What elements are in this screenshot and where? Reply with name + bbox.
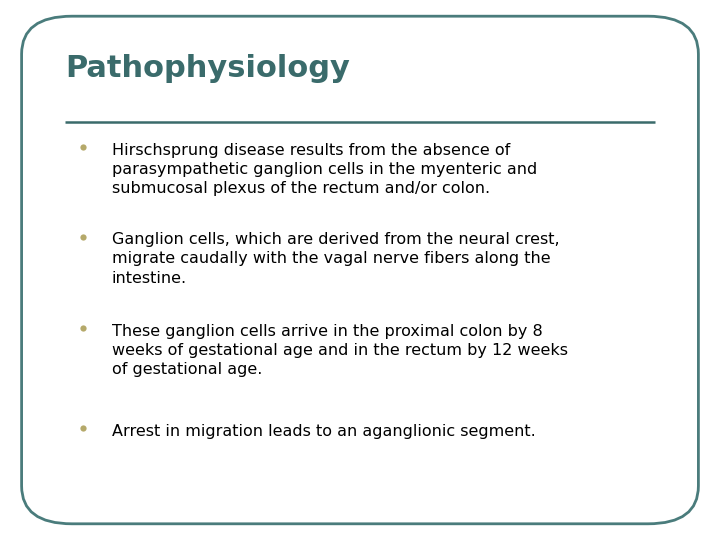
Text: Hirschsprung disease results from the absence of
parasympathetic ganglion cells : Hirschsprung disease results from the ab…	[112, 143, 537, 197]
Text: These ganglion cells arrive in the proximal colon by 8
weeks of gestational age : These ganglion cells arrive in the proxi…	[112, 324, 567, 377]
Text: Pathophysiology: Pathophysiology	[65, 54, 350, 83]
Text: Ganglion cells, which are derived from the neural crest,
migrate caudally with t: Ganglion cells, which are derived from t…	[112, 232, 559, 286]
Text: Arrest in migration leads to an aganglionic segment.: Arrest in migration leads to an aganglio…	[112, 424, 536, 439]
FancyBboxPatch shape	[22, 16, 698, 524]
